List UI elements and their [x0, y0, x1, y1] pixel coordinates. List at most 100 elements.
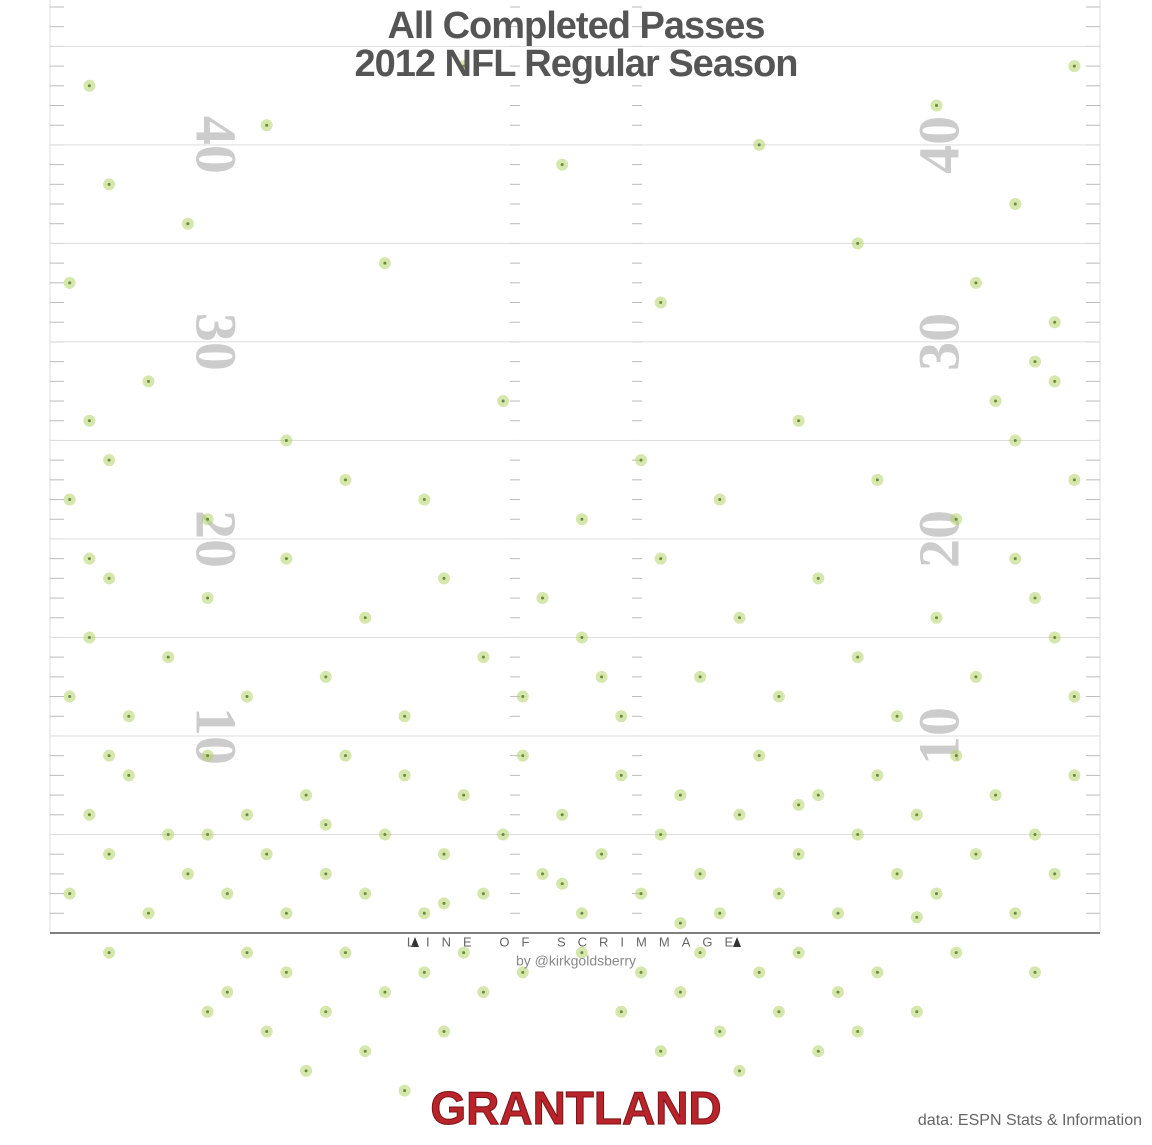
pass-point [757, 754, 761, 758]
yard-number: 40 [906, 116, 971, 174]
pass-point [206, 517, 210, 521]
pass-point [206, 596, 210, 600]
pass-point [68, 498, 72, 502]
pass-point [737, 1069, 741, 1073]
pass-point [521, 970, 525, 974]
arrow [733, 937, 741, 947]
pass-point [954, 754, 958, 758]
pass-point [462, 951, 466, 955]
pass-point [87, 84, 91, 88]
pass-point [915, 915, 919, 919]
pass-point [245, 951, 249, 955]
yard-number: 30 [184, 313, 249, 371]
pass-point [757, 143, 761, 147]
pass-point [816, 793, 820, 797]
pass-point [895, 872, 899, 876]
pass-point [1033, 832, 1037, 836]
annotation: LINE OF SCRIMMAGE [407, 934, 745, 949]
pass-point [934, 616, 938, 620]
pass-point [777, 1010, 781, 1014]
pass-point [127, 773, 131, 777]
pass-point [994, 399, 998, 403]
pass-point [462, 793, 466, 797]
pass-point [718, 1029, 722, 1033]
pass-point [383, 990, 387, 994]
pass-point [875, 970, 879, 974]
source: data: ESPN Stats & Information [918, 1112, 1142, 1129]
pass-point [1072, 478, 1076, 482]
pass-point [540, 872, 544, 876]
pass-point [1053, 379, 1057, 383]
chart-subtitle: 2012 NFL Regular Season [354, 43, 797, 85]
pass-point [206, 754, 210, 758]
pass-point [324, 823, 328, 827]
pass-point [974, 281, 978, 285]
pass-point [1053, 872, 1057, 876]
pass-point [659, 1049, 663, 1053]
pass-point [560, 882, 564, 886]
pass-point [422, 911, 426, 915]
pass-point [718, 498, 722, 502]
pass-point [698, 951, 702, 955]
pass-point [284, 970, 288, 974]
pass-point [659, 832, 663, 836]
pass-point [107, 951, 111, 955]
pass-point [442, 1029, 446, 1033]
pass-point [265, 852, 269, 856]
pass-point [521, 695, 525, 699]
pass-point [797, 852, 801, 856]
pass-point [107, 576, 111, 580]
pass-point [186, 222, 190, 226]
pass-point [856, 832, 860, 836]
logo: GRANTLAND [430, 1082, 721, 1134]
pass-point [915, 813, 919, 817]
pass-point [856, 241, 860, 245]
pass-point [678, 793, 682, 797]
credit: by @kirkgoldsberry [516, 953, 636, 969]
pass-point [619, 773, 623, 777]
pass-point [1013, 202, 1017, 206]
pass-point [245, 695, 249, 699]
pass-point [363, 616, 367, 620]
pass-point [225, 892, 229, 896]
pass-point [540, 596, 544, 600]
pass-point [403, 1089, 407, 1093]
pass-point [856, 655, 860, 659]
pass-point [403, 714, 407, 718]
pass-point [994, 793, 998, 797]
pass-point [934, 104, 938, 108]
pass-point [442, 901, 446, 905]
pass-point [797, 803, 801, 807]
pass-point [737, 813, 741, 817]
pass-point [127, 714, 131, 718]
pass-point [1072, 695, 1076, 699]
pass-point [343, 951, 347, 955]
pass-point [87, 557, 91, 561]
pass-point [580, 951, 584, 955]
pass-point [659, 557, 663, 561]
pass-point [87, 635, 91, 639]
pass-point [698, 675, 702, 679]
pass-point [245, 813, 249, 817]
pass-point [186, 872, 190, 876]
pass-point [816, 576, 820, 580]
pass-point [777, 695, 781, 699]
pass-point [639, 458, 643, 462]
pass-point [403, 773, 407, 777]
pass-point [1072, 773, 1076, 777]
pass-point [442, 852, 446, 856]
pass-point [383, 261, 387, 265]
pass-point [915, 1010, 919, 1014]
pass-point [225, 990, 229, 994]
pass-point [107, 458, 111, 462]
pass-point [600, 852, 604, 856]
pass-point [284, 438, 288, 442]
pass-point [422, 498, 426, 502]
pass-point [718, 911, 722, 915]
pass-point [836, 990, 840, 994]
pass-point [1033, 596, 1037, 600]
pass-point [895, 714, 899, 718]
